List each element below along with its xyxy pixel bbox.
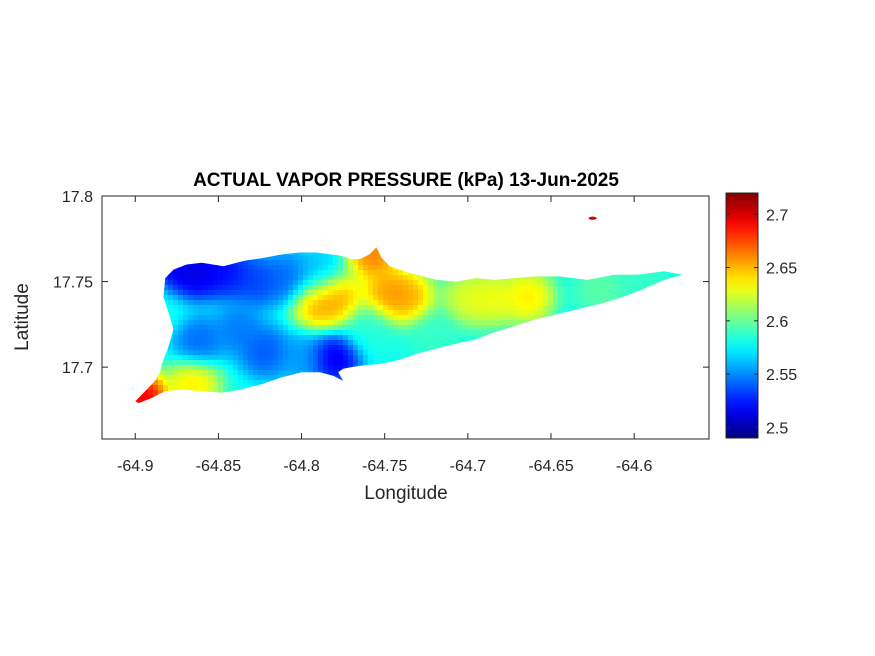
x-tick-label: -64.9 [117, 458, 154, 475]
colorbar-ticks: 2.5 2.55 2.6 2.65 2.7 [726, 207, 797, 437]
x-axis-ticks: -64.9 -64.85 -64.8 -64.75 -64.7 -64.65 -64.6 [117, 196, 653, 475]
colorbar-tick-label: 2.55 [766, 367, 797, 384]
colorbar-scale [726, 193, 758, 438]
x-tick-label: -64.85 [196, 458, 241, 475]
colorbar: 2.5 2.55 2.6 2.65 2.7 [725, 192, 797, 439]
x-axis-label: Longitude [364, 483, 447, 504]
small-islet [588, 216, 597, 220]
x-tick-label: -64.65 [528, 458, 573, 475]
y-axis-label: Latitude [12, 283, 33, 351]
chart-title: ACTUAL VAPOR PRESSURE (kPa) 13-Jun-2025 [193, 170, 619, 191]
y-axis-ticks: 17.7 17.75 17.8 [53, 189, 709, 377]
y-tick-label: 17.7 [62, 360, 93, 377]
colorbar-tick-label: 2.6 [766, 314, 788, 331]
axes-box [101, 195, 710, 440]
colorbar-tick-label: 2.65 [766, 261, 797, 278]
y-tick-label: 17.8 [62, 189, 93, 206]
colorbar-tick-label: 2.7 [766, 207, 788, 224]
colorbar-tick-label: 2.5 [766, 420, 788, 437]
colorbar-box [725, 192, 759, 439]
x-tick-label: -64.6 [616, 458, 653, 475]
x-tick-label: -64.7 [450, 458, 487, 475]
x-tick-label: -64.75 [362, 458, 407, 475]
x-tick-label: -64.8 [283, 458, 320, 475]
y-tick-label: 17.75 [53, 275, 93, 292]
